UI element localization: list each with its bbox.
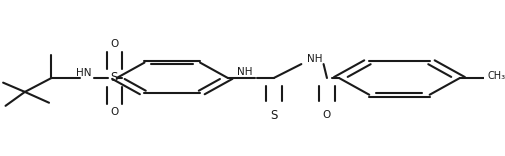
Text: CH₃: CH₃ [487, 71, 505, 81]
Text: NH: NH [307, 54, 322, 64]
Text: O: O [110, 39, 118, 49]
Text: S: S [270, 109, 277, 122]
Text: HN: HN [75, 68, 91, 78]
Text: O: O [110, 107, 118, 117]
Text: O: O [322, 110, 330, 120]
Text: S: S [111, 71, 118, 85]
Text: NH: NH [236, 67, 251, 77]
